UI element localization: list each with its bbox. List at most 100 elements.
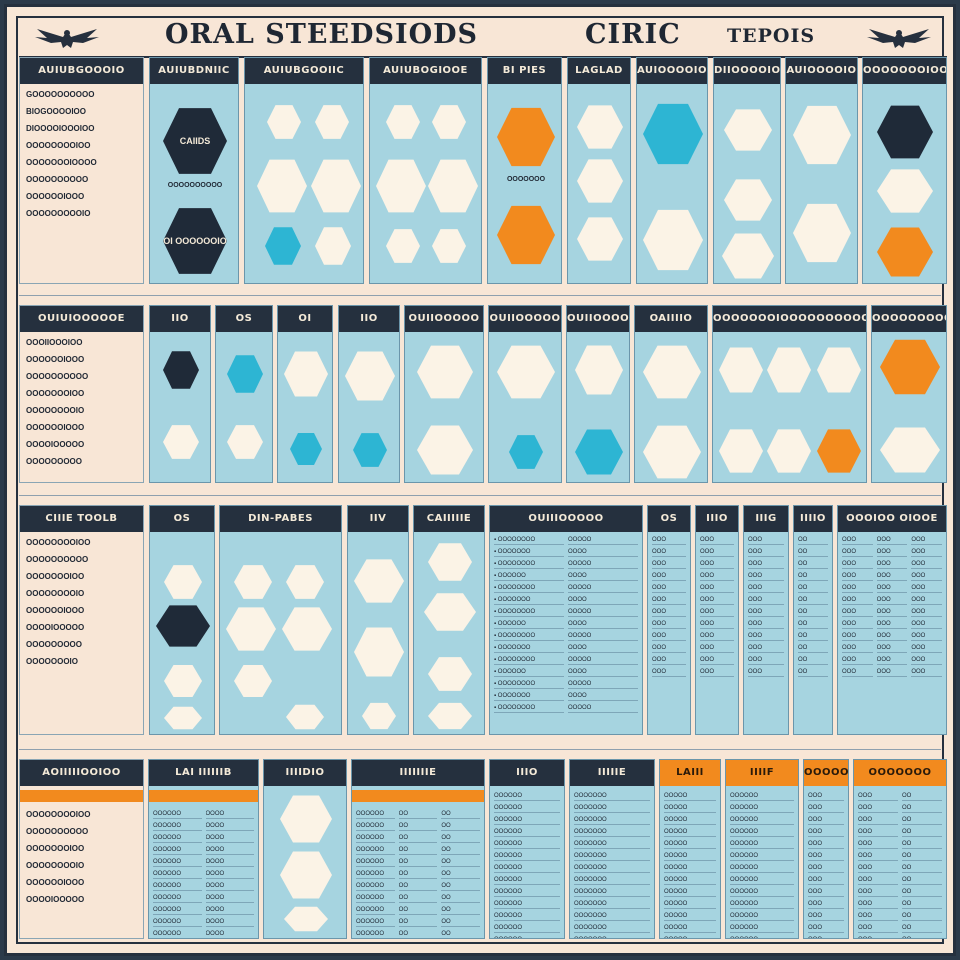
table-row: OOO bbox=[748, 644, 784, 653]
panel-text-line: OOOOOOOOOIO bbox=[26, 209, 91, 218]
panel-title: AOIIIIIOOIOO bbox=[20, 760, 143, 786]
panel: OS OOO OOO OOO OOO OOO OOO OOO OOO OOO O… bbox=[647, 505, 691, 735]
table-cell: OOO bbox=[700, 632, 734, 641]
panel: IIIO OOO OOO OOO OOO OOO OOO OOO OOO OOO… bbox=[695, 505, 739, 735]
panel-title: OUIIOOOOO bbox=[405, 306, 483, 332]
table-row: OOOOOOO bbox=[574, 912, 650, 921]
table-row: ▪ OOOOOOOO OOOOO bbox=[494, 608, 638, 617]
table-cell: OO bbox=[798, 656, 828, 665]
table-row: ▪ OOOOOOO OOOO bbox=[494, 548, 638, 557]
table-cell: OO bbox=[798, 572, 828, 581]
table-row: OOO bbox=[652, 656, 686, 665]
panel: OUIIIOOOOO ▪ OOOOOOOO OOOOO ▪ OOOOOOO OOOO… bbox=[489, 505, 643, 735]
hexagon-badge-icon bbox=[575, 345, 623, 395]
table-row: OOO bbox=[808, 912, 844, 921]
table-row: OOO bbox=[652, 644, 686, 653]
table-row: OOOOOO bbox=[494, 840, 560, 849]
table-cell: OOOOOOO bbox=[574, 912, 650, 921]
table-cell: ▪ OOOOOOOO bbox=[494, 704, 564, 713]
panel-title: OUIIOOOOO bbox=[567, 306, 629, 332]
panel-text-line: OOOOOOOIOOOO bbox=[26, 158, 97, 167]
table-row: OOOOOO bbox=[730, 852, 794, 861]
table-cell: OOO bbox=[858, 828, 898, 837]
panel-title: OOOOOOOIOOOOOOOOOO bbox=[713, 306, 866, 332]
table-cell: OOO bbox=[652, 548, 686, 557]
table-cell: OOO bbox=[876, 572, 908, 581]
panel-title: OOOIOO OIOOE bbox=[838, 506, 946, 532]
table-cell: OOOOOO bbox=[153, 894, 202, 903]
table-cell: OOO bbox=[842, 608, 873, 617]
page-title-secondary: CIRIC bbox=[585, 19, 681, 50]
hexagon-badge-icon bbox=[432, 105, 466, 139]
data-table: OOO OOO OOO OOO OOO OOO OOO OOO OOO OOO … bbox=[808, 792, 844, 938]
hexagon-badge-icon bbox=[164, 706, 202, 730]
table-cell: OOOOOOO bbox=[574, 852, 650, 861]
table-cell: OOO bbox=[876, 608, 908, 617]
panel-title: LAGLAD bbox=[568, 58, 630, 84]
hexagon-badge-icon bbox=[227, 425, 263, 459]
table-row: ▪ OOOOOOOO OOOOO bbox=[494, 584, 638, 593]
hexagon-badge-icon bbox=[428, 543, 472, 581]
panel-text-line: OOOOOOOIO bbox=[26, 657, 79, 666]
table-cell: OOOO bbox=[205, 882, 254, 891]
table-cell: OOO bbox=[652, 560, 686, 569]
table-cell: ▪ OOOOOOOO bbox=[494, 560, 564, 569]
table-cell: OOO bbox=[842, 548, 873, 557]
table-row: OO bbox=[798, 596, 828, 605]
panel: LAGLAD bbox=[567, 57, 631, 284]
table-cell: ▪ OOOOOOOO bbox=[494, 632, 564, 641]
table-row: OOO OOO OOO bbox=[842, 548, 943, 557]
table-row: OOO bbox=[808, 792, 844, 801]
panel-title: AUIUBGOOIIC bbox=[245, 58, 363, 84]
table-cell: OOOOO bbox=[664, 924, 716, 933]
panel-title: IIIO bbox=[490, 760, 564, 786]
hexagon-badge-icon bbox=[354, 559, 404, 603]
panel: OUIUIOOOOOE OOOIIOOOIOO OOOOOOIOOO OOOOO… bbox=[19, 305, 144, 483]
table-cell: OOO bbox=[876, 644, 908, 653]
table-cell: OOO bbox=[700, 536, 734, 545]
table-row: OOOOOO bbox=[730, 888, 794, 897]
table-row: OOO bbox=[808, 816, 844, 825]
table-cell: OO bbox=[798, 584, 828, 593]
table-cell: OO bbox=[398, 822, 438, 831]
panel: BI PIES OOOOOOO bbox=[487, 57, 562, 284]
table-cell: OOO bbox=[808, 852, 844, 861]
table-cell: OOO bbox=[842, 632, 873, 641]
data-table: OOOOOO OOOOOO OOOOOO OOOOOO OOOOOO OOOOO… bbox=[730, 792, 794, 938]
table-row: OO bbox=[798, 536, 828, 545]
panel-text-line: OOOOOOOOO bbox=[26, 457, 83, 466]
table-cell: OOOOOO bbox=[730, 936, 794, 938]
panel-text-line: OOOOOOIOOO bbox=[26, 192, 85, 201]
table-row: OOO bbox=[808, 888, 844, 897]
data-table: OOOOO OOOOO OOOOO OOOOO OOOOO OOOOO OOOO… bbox=[664, 792, 716, 938]
table-row: OOO bbox=[700, 560, 734, 569]
panel-text-line: OOOOOOOOIO bbox=[26, 589, 85, 598]
table-cell: OOO bbox=[842, 560, 873, 569]
panel-text-line: OOOOOOOIOO bbox=[26, 844, 85, 853]
table-cell: OOO bbox=[748, 536, 784, 545]
table-cell: OOO bbox=[700, 620, 734, 629]
panel: LAI IIIIIIB OOOOOO OOOO OOOOOO OOOO OOOOOO… bbox=[148, 759, 259, 939]
table-row: OOOOOOO bbox=[574, 792, 650, 801]
table-cell: OOOOOO bbox=[730, 828, 794, 837]
table-row: OO bbox=[798, 644, 828, 653]
table-cell: OOO bbox=[842, 572, 873, 581]
table-cell: OOO bbox=[911, 536, 943, 545]
table-row: OOO bbox=[652, 596, 686, 605]
panel-text-line: DIOOOOIOOOIOO bbox=[26, 124, 95, 133]
table-cell: OO bbox=[902, 876, 942, 885]
table-cell: OO bbox=[398, 858, 438, 867]
hexagon-badge-icon bbox=[265, 227, 301, 265]
table-cell: OOO bbox=[858, 924, 898, 933]
table-cell: OOO bbox=[911, 632, 943, 641]
hexagon-badge-icon bbox=[793, 203, 851, 263]
table-cell: OOOO bbox=[205, 834, 254, 843]
table-cell: OOO bbox=[876, 584, 908, 593]
table-row: OOO bbox=[808, 840, 844, 849]
panel-text-line: OOOOOOOOOO bbox=[26, 827, 89, 836]
